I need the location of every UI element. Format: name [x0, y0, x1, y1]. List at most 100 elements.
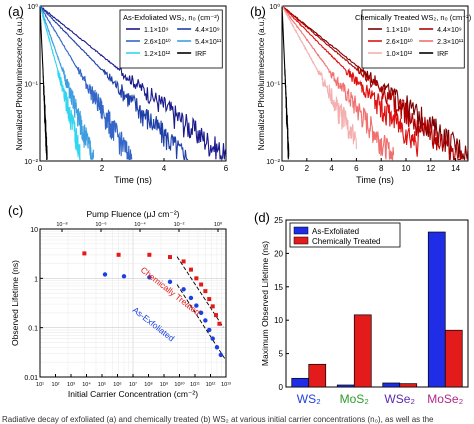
y-tick-label: 15	[274, 283, 283, 292]
data-point	[147, 275, 152, 280]
data-point	[188, 267, 193, 272]
x-tick-label: 4	[329, 164, 334, 173]
bar-panel: 0 5 10 15 20 25 Maximum Observed Lifetime (ns)…	[254, 210, 469, 406]
panel-label: (d)	[254, 210, 270, 225]
x-tick-label: 10¹⁰	[174, 381, 185, 388]
data-point	[217, 321, 222, 326]
y-tick-label: 20	[274, 249, 283, 258]
top-axis-label: Pump Fluence (μJ cm⁻²)	[87, 209, 180, 219]
data-point	[218, 352, 224, 358]
x-tick-label: 10⁴	[82, 381, 91, 388]
x-tick-label: 2	[305, 164, 310, 173]
data-point	[194, 276, 199, 281]
data-point	[188, 295, 194, 301]
category-label: WS₂	[297, 392, 321, 406]
legend-label: 1.0×10¹²	[386, 51, 413, 58]
series-line	[39, 5, 133, 160]
x-tick-label: 10¹³	[221, 382, 231, 388]
category-label: MoS₂	[340, 392, 370, 406]
decay-panel-1: 0 2 4 6 8 10 12 14 10⁻² 10⁻¹ 10⁰ Time (ns) Normalize…	[250, 3, 472, 185]
series-line	[39, 5, 227, 162]
x-tick-label: 10²	[52, 382, 60, 388]
top-tick-label: 10⁻²	[174, 222, 185, 228]
legend-label: As-Exfoliated	[312, 227, 359, 236]
y-tick-label: 10	[274, 316, 283, 325]
annotation-exfoliated: As-Exfoliated	[131, 305, 177, 344]
legend-label: 5.4×10¹¹	[195, 39, 222, 46]
data-point	[210, 304, 215, 309]
top-tick-label: 10⁻⁴	[134, 221, 146, 228]
data-point	[203, 318, 208, 323]
data-point	[181, 259, 186, 264]
legend-label: 4.4×10⁹	[195, 27, 220, 34]
top-tick-label: 10⁰	[214, 221, 223, 228]
y-tick-label: 0	[279, 383, 284, 392]
y-tick-label: 10⁻¹	[24, 82, 38, 89]
data-point	[210, 336, 215, 341]
data-point	[207, 297, 212, 302]
x-tick-label: 6	[354, 164, 359, 173]
legend-label: Chemically Treated	[312, 237, 380, 246]
y-tick-label: 0.01	[24, 375, 38, 382]
y-tick-label: 10⁰	[27, 3, 38, 11]
x-tick-label: 0	[38, 164, 43, 173]
bar	[382, 382, 401, 388]
category-label: WSe₂	[384, 392, 415, 406]
y-axis-label: Normalized Photoluminescence (a.u.)	[15, 16, 24, 150]
caption-fragment: Radiative decay of exfoliated (a) and ch…	[2, 415, 434, 424]
legend-label: 1.1×10⁹	[144, 27, 169, 34]
plot-frame	[285, 219, 469, 388]
annotation-treated: Chemically Treated	[139, 265, 203, 318]
fit-line	[176, 256, 224, 328]
x-tick-label: 4	[162, 164, 167, 173]
y-tick-label: 10	[30, 227, 38, 234]
data-point	[194, 303, 199, 308]
legend-label: 4.4×10⁹	[437, 27, 462, 34]
x-tick-label: 14	[451, 164, 460, 173]
y-tick-label: 1	[34, 276, 38, 283]
bar	[444, 329, 463, 388]
top-tick-label: 10⁻⁶	[95, 221, 106, 228]
data-point	[167, 279, 173, 285]
x-tick-label: 10¹	[36, 382, 44, 388]
decay-panel-0: 0 2 4 6 10⁻² 10⁻¹ 10⁰ Time (ns) Normalized Photo…	[8, 3, 229, 185]
legend-label: IRF	[437, 51, 448, 58]
top-tick-label: 10⁻⁸	[56, 221, 67, 228]
legend-box	[361, 9, 465, 69]
legend-box	[119, 9, 223, 69]
data-point	[116, 252, 121, 257]
data-point	[198, 310, 204, 316]
y-axis-label: Observed Lifetime (ns)	[10, 260, 20, 346]
series-line	[39, 6, 48, 160]
series-line	[281, 6, 290, 160]
data-point	[168, 255, 173, 260]
y-axis-label: Normalized Photoluminescence (a.u.)	[257, 16, 266, 150]
x-tick-label: 8	[379, 164, 384, 173]
legend-box	[289, 222, 401, 248]
data-point	[207, 327, 212, 333]
y-tick-label: 25	[274, 216, 283, 225]
panel-label: (b)	[250, 4, 266, 19]
bar	[353, 314, 372, 388]
y-tick-label: 10⁻¹	[266, 82, 280, 89]
legend-label: 1.1×10⁹	[386, 27, 411, 34]
legend-swatch	[293, 236, 309, 245]
x-axis-label: Time (ns)	[356, 175, 394, 185]
y-tick-label: 0.1	[28, 326, 38, 333]
data-point	[199, 282, 204, 287]
series-line	[281, 6, 463, 160]
x-tick-label: 6	[224, 164, 229, 173]
x-tick-label: 0	[280, 164, 285, 173]
x-tick-label: 10⁷	[129, 381, 137, 388]
bar	[399, 383, 418, 388]
y-tick-label: 5	[279, 350, 284, 359]
data-point	[102, 272, 108, 277]
x-tick-label: 10	[402, 164, 411, 173]
x-tick-label: 2	[100, 164, 105, 173]
x-axis-label: Initial Carrier Concentration (cm⁻²)	[68, 389, 198, 399]
bar	[308, 363, 327, 388]
x-tick-label: 10³	[67, 382, 75, 388]
bar	[427, 231, 446, 388]
legend-label: IRF	[195, 51, 206, 58]
